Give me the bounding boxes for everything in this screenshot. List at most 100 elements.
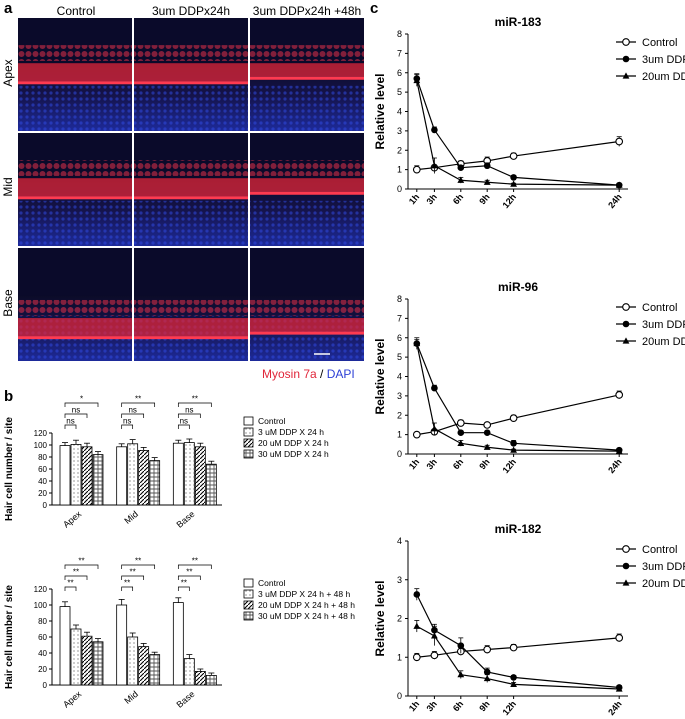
y-tick-label: 4: [397, 536, 402, 546]
data-point: [412, 165, 421, 174]
legend-marker: [622, 320, 630, 328]
hair-cell-band: [18, 318, 132, 337]
y-tick-label: 120: [34, 429, 48, 438]
data-point: [457, 176, 465, 183]
bar: [116, 604, 128, 686]
y-tick-label: 6: [397, 68, 402, 78]
outer-hair-cells: [134, 45, 248, 61]
data-point: [430, 651, 439, 660]
bar: [92, 454, 104, 506]
significance-bracket: [64, 402, 99, 407]
x-tick-label: 12h: [500, 192, 518, 210]
outer-hair-cells: [250, 45, 364, 61]
significance-bracket: [177, 575, 201, 580]
y-tick-label: 100: [34, 441, 48, 450]
y-tick-label: 7: [397, 313, 402, 323]
inner-hair-cell-row: [18, 196, 132, 200]
data-point: [509, 152, 518, 160]
legend-swatch: [243, 427, 254, 437]
bar: [92, 641, 104, 686]
bar: [149, 460, 161, 506]
panel-b-letter: b: [4, 388, 14, 405]
data-point: [457, 429, 465, 436]
data-point: [457, 671, 465, 678]
column-label-control: Control: [56, 4, 96, 18]
legend-label: 3um DDP: [642, 319, 685, 331]
caption-separator: /: [316, 367, 327, 381]
legend-label: Control: [642, 544, 677, 556]
dapi-nuclei: [18, 85, 132, 131]
data-point: [483, 645, 492, 654]
data-point: [483, 178, 491, 185]
significance-bracket: [121, 586, 134, 591]
column-label-3um-24h: 3um DDPx24h: [151, 4, 231, 18]
dapi-nuclei: [250, 200, 364, 246]
legend-label: 30 uM DDP X 24 h: [258, 449, 329, 459]
data-point: [510, 674, 517, 681]
significance-bracket: [121, 413, 145, 418]
data-point: [483, 443, 491, 450]
data-point: [457, 439, 465, 446]
significance-bracket: [64, 564, 99, 569]
inner-hair-cell-row: [18, 81, 132, 85]
dapi-label: DAPI: [326, 367, 355, 381]
legend-label: 20um DDP: [642, 336, 685, 348]
bar: [127, 636, 139, 686]
legend-swatch: [243, 578, 254, 588]
data-point: [413, 339, 421, 347]
data-point: [457, 642, 465, 649]
column-label-3um-24h-48h: 3um DDPx24h +48h: [252, 4, 362, 18]
x-tick-label: 6h: [451, 457, 465, 471]
bar-chart-24h-48h: 0 20 40 60 80 100 120 Hair cell number / site Ap…: [4, 557, 355, 710]
y-axis-label: Relative level: [373, 338, 387, 414]
row-label-apex: Apex: [1, 59, 15, 87]
y-tick-label: 4: [397, 372, 402, 382]
dapi-nuclei: [134, 200, 248, 246]
series-line: [416, 78, 620, 186]
significance-label: ns: [180, 417, 188, 426]
series-line: [416, 394, 620, 436]
y-axis-label: Hair cell number / site: [4, 585, 15, 689]
bar: [138, 646, 150, 686]
series-line: [416, 140, 620, 171]
y-tick-label: 20: [38, 665, 47, 674]
legend-swatch: [243, 589, 254, 599]
significance-bracket: [177, 564, 212, 569]
data-point: [615, 391, 624, 399]
significance-bracket: [64, 575, 88, 580]
row-label-mid: Mid: [1, 177, 15, 197]
significance-label: **: [135, 395, 141, 404]
data-point: [615, 685, 623, 692]
legend-label: 20 uM DDP X 24 h + 48 h: [258, 600, 355, 610]
legend-marker: [622, 303, 630, 311]
bar: [127, 443, 139, 506]
y-tick-label: 2: [397, 614, 402, 624]
significance-bracket: [64, 586, 77, 591]
significance-label: ns: [123, 417, 131, 426]
y-tick-label: 5: [397, 352, 402, 362]
y-tick-label: 2: [397, 410, 402, 420]
outer-hair-cells: [250, 160, 364, 176]
y-tick-label: 6: [397, 333, 402, 343]
significance-bracket: [64, 424, 77, 429]
bar: [183, 442, 195, 506]
data-point: [615, 181, 623, 188]
category-label: Mid: [122, 509, 140, 526]
y-tick-label: 20: [38, 489, 47, 498]
dapi-nuclei: [134, 85, 248, 131]
significance-label: **: [192, 395, 198, 404]
legend-label: Control: [642, 37, 677, 49]
micrograph-tile: [250, 248, 364, 361]
significance-label: ns: [66, 417, 74, 426]
legend-swatch: [243, 449, 254, 459]
legend-swatch: [243, 438, 254, 448]
dapi-nuclei: [18, 200, 132, 246]
data-point: [510, 174, 517, 181]
series-line: [416, 594, 620, 689]
legend-label: 3 uM DDP X 24 h + 48 h: [258, 589, 350, 599]
legend-marker: [622, 72, 630, 79]
significance-bracket: [121, 402, 156, 407]
y-tick-label: 4: [397, 107, 402, 117]
bar: [149, 654, 161, 686]
legend-label: 20um DDP: [642, 71, 685, 83]
